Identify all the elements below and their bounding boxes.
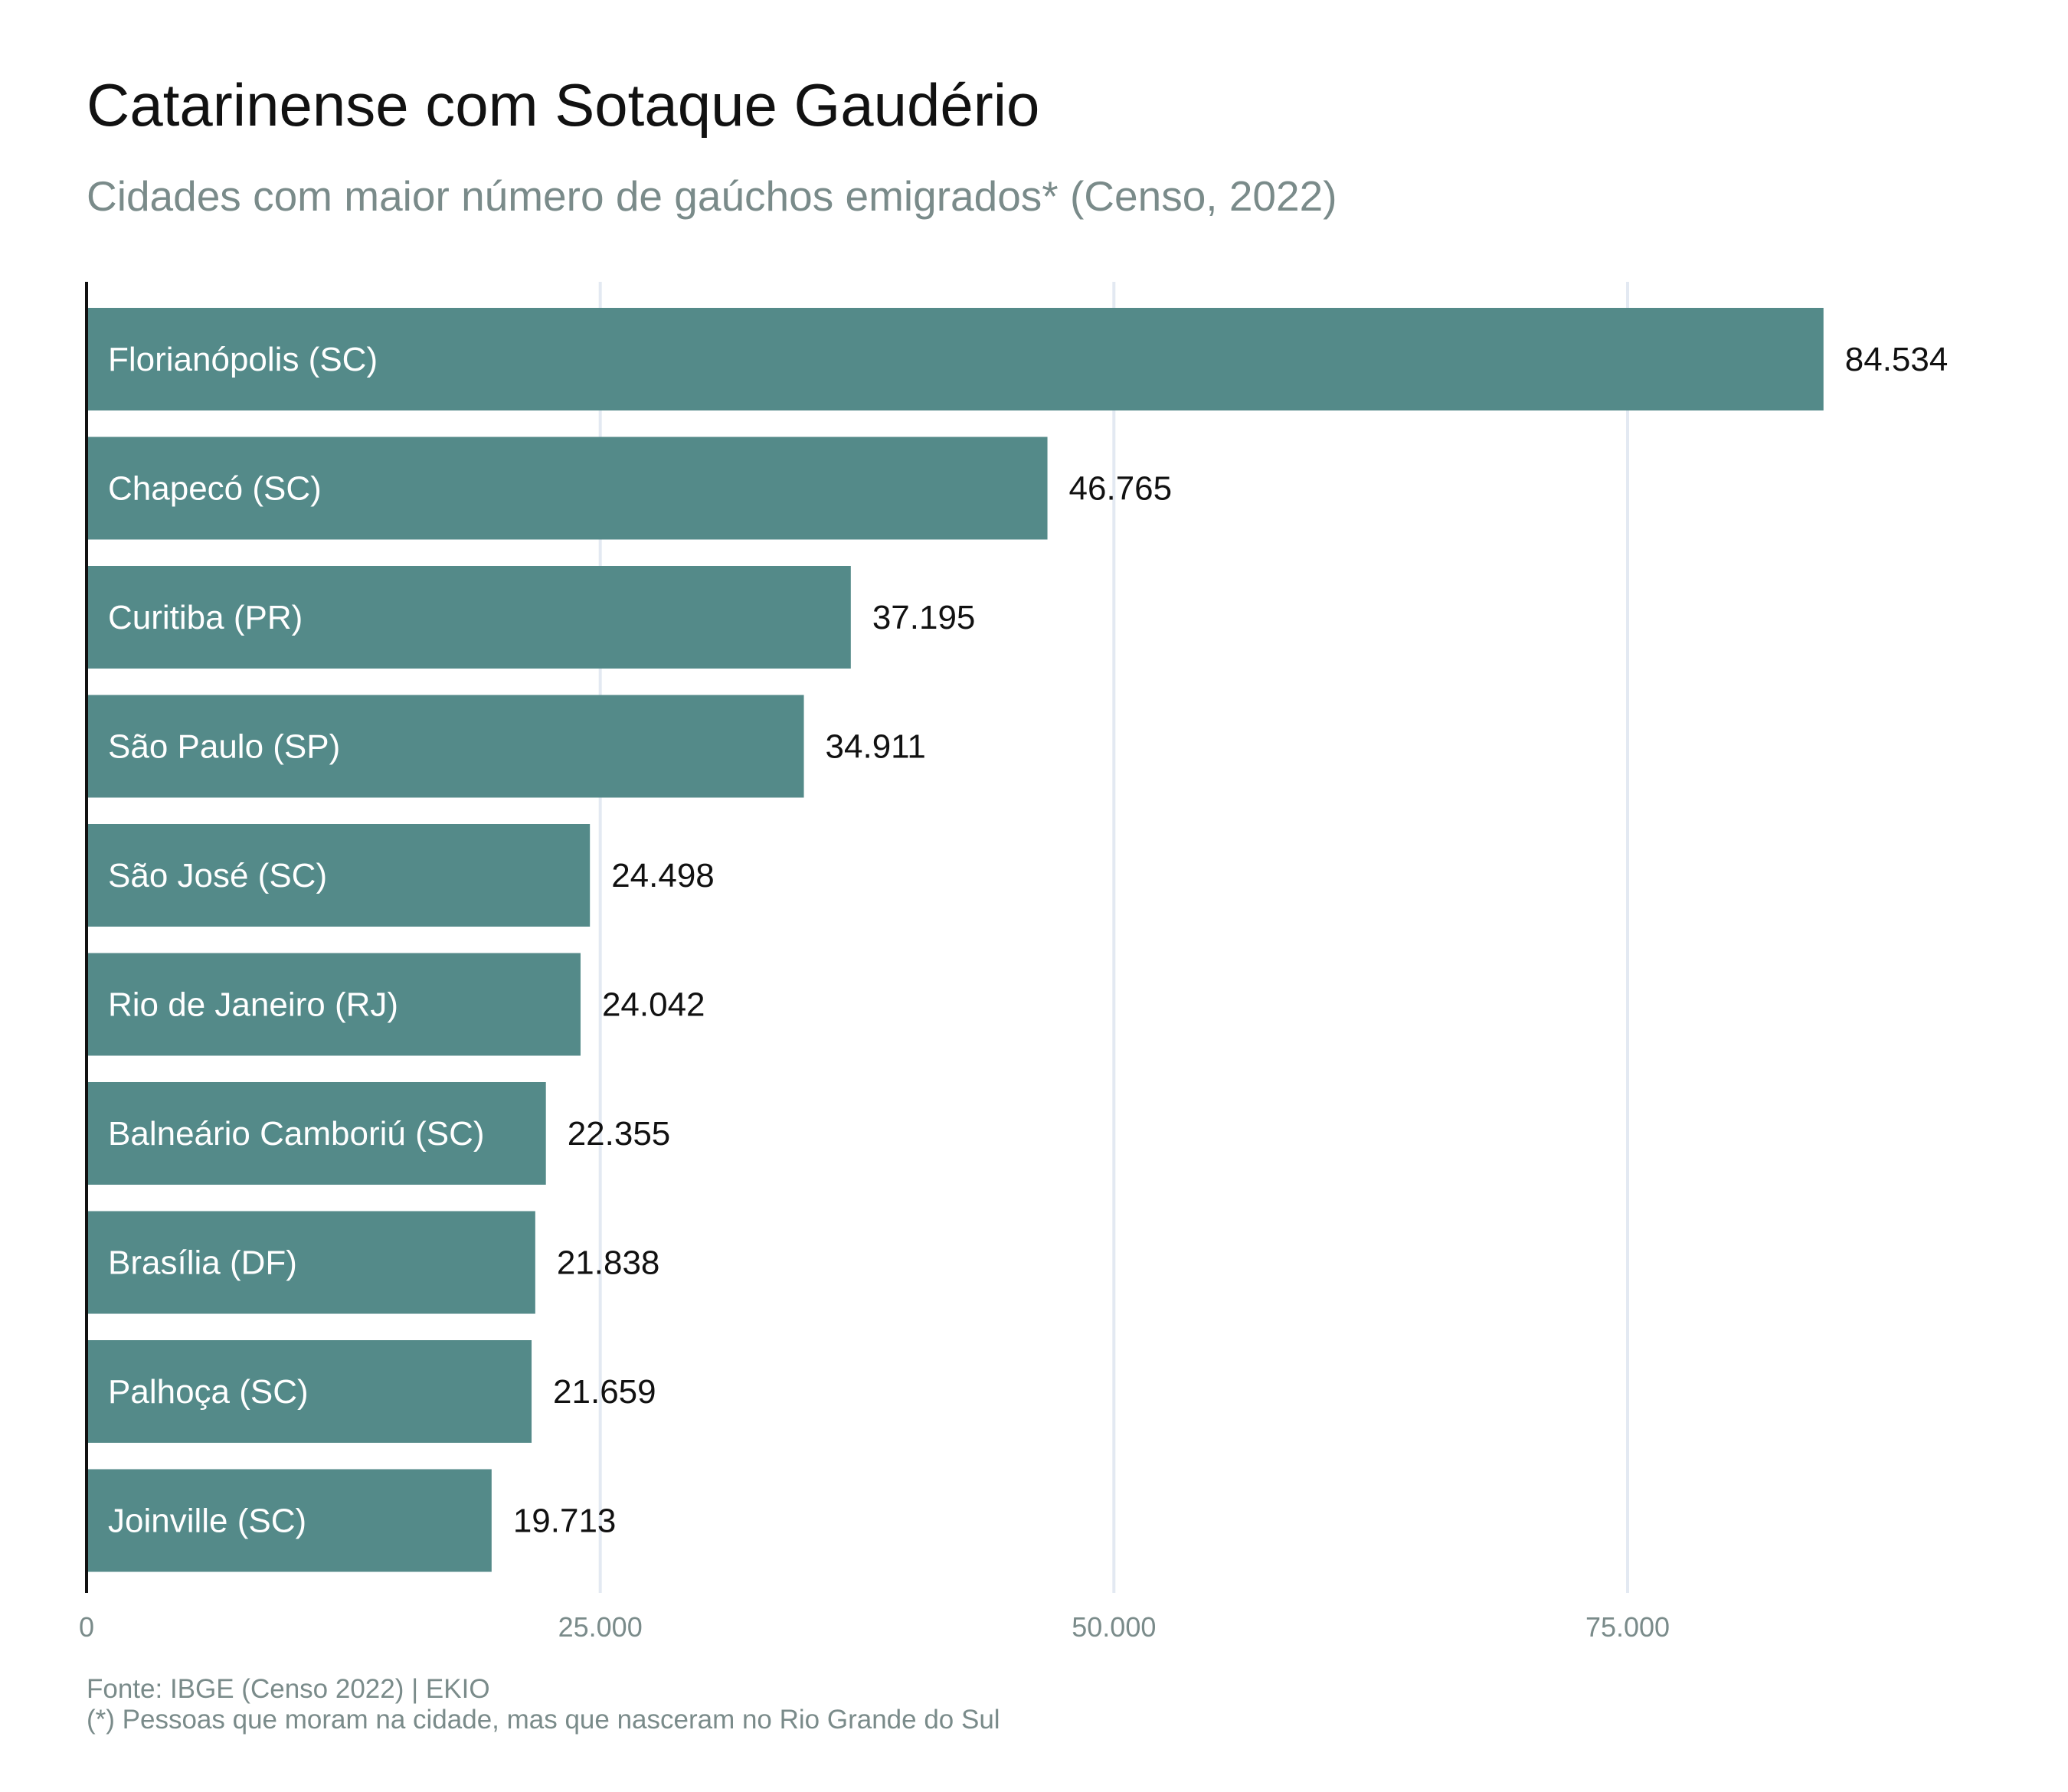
bar-value-label: 21.659: [553, 1373, 656, 1411]
bar-category-label: Joinville (SC): [108, 1503, 306, 1540]
bar-value-label: 24.042: [602, 986, 705, 1024]
x-tick-label: 50.000: [1072, 1611, 1156, 1643]
caption-source: Fonte: IBGE (Censo 2022) | EKIO: [87, 1674, 490, 1704]
bar-value-label: 46.765: [1069, 470, 1173, 508]
bar-value-label: 22.355: [568, 1115, 671, 1153]
bar-value-label: 19.713: [513, 1503, 617, 1540]
bar: [87, 308, 1824, 410]
bar-category-label: Balneário Camboriú (SC): [108, 1115, 485, 1153]
bar-category-label: Palhoça (SC): [108, 1373, 309, 1411]
bar-category-label: Florianópolis (SC): [108, 341, 378, 378]
bar: [87, 437, 1048, 540]
bar-value-label: 34.911: [826, 728, 926, 766]
bar: [87, 695, 804, 798]
bar-category-label: Brasília (DF): [108, 1244, 297, 1282]
bars: Florianópolis (SC) 84.534 Chapecó (SC) 46.7…: [87, 308, 1948, 1572]
bar-value-label: 84.534: [1845, 341, 1949, 378]
bar: [87, 1340, 532, 1443]
caption-footnote: (*) Pessoas que moram na cidade, mas que…: [87, 1705, 1000, 1735]
bar: [87, 566, 851, 669]
bar: [87, 1469, 492, 1572]
bar-category-label: Rio de Janeiro (RJ): [108, 986, 398, 1024]
chart-title: Catarinense com Sotaque Gaudério: [87, 71, 1040, 139]
bar: [87, 1082, 546, 1185]
bar: [87, 1211, 535, 1314]
bar: [87, 953, 581, 1056]
x-tick-label: 25.000: [558, 1611, 643, 1643]
x-tick-label: 0: [79, 1611, 94, 1643]
chart-subtitle: Cidades com maior número de gaúchos emig…: [87, 172, 1337, 220]
bar-category-label: São José (SC): [108, 857, 327, 894]
bar-value-label: 24.498: [611, 857, 715, 894]
bar: [87, 824, 591, 927]
bar-category-label: Curitiba (PR): [108, 599, 303, 636]
bar-category-label: São Paulo (SP): [108, 728, 340, 766]
bar-category-label: Chapecó (SC): [108, 470, 322, 508]
bar-value-label: 21.838: [557, 1244, 660, 1282]
bar-value-label: 37.195: [872, 599, 976, 636]
x-axis-ticks: 0 25.000 50.000 75.000: [79, 1611, 1670, 1643]
x-tick-label: 75.000: [1585, 1611, 1670, 1643]
